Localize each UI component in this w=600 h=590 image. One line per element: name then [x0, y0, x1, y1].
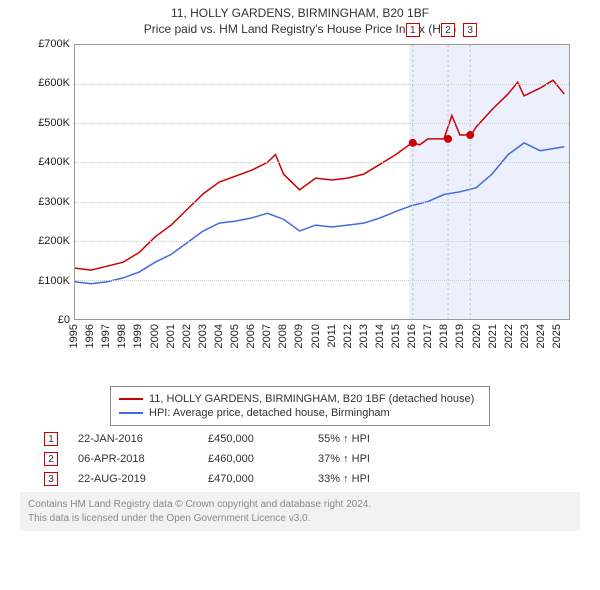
x-tick-label: 2024	[535, 324, 547, 348]
x-tick-label: 2013	[358, 324, 370, 348]
x-tick-label: 1996	[84, 324, 96, 348]
x-tick-label: 2008	[277, 324, 289, 348]
x-tick-label: 2017	[422, 324, 434, 348]
footer-license: Contains HM Land Registry data © Crown c…	[20, 492, 580, 531]
y-tick-label: £700K	[38, 38, 70, 50]
event-diff: 33% ↑ HPI	[318, 473, 370, 485]
event-row: 3 22-AUG-2019 £470,000 33% ↑ HPI	[40, 472, 560, 486]
event-date: 06-APR-2018	[78, 453, 188, 465]
legend: 11, HOLLY GARDENS, BIRMINGHAM, B20 1BF (…	[110, 386, 490, 426]
chart-title: 11, HOLLY GARDENS, BIRMINGHAM, B20 1BF P…	[0, 6, 600, 36]
series-hpi	[75, 143, 564, 284]
y-tick-label: £100K	[38, 275, 70, 287]
price-point	[444, 135, 452, 143]
x-tick-label: 2006	[245, 324, 257, 348]
event-price: £470,000	[208, 473, 298, 485]
y-tick-label: £400K	[38, 156, 70, 168]
x-tick-label: 2015	[390, 324, 402, 348]
x-tick-label: 2016	[406, 324, 418, 348]
chart: £0£100K£200K£300K£400K£500K£600K£700K 12…	[20, 40, 580, 380]
y-tick-label: £300K	[38, 196, 70, 208]
legend-label: HPI: Average price, detached house, Birm…	[149, 407, 390, 419]
y-tick-label: £600K	[38, 77, 70, 89]
price-point	[466, 131, 474, 139]
event-date: 22-AUG-2019	[78, 473, 188, 485]
x-tick-label: 2010	[310, 324, 322, 348]
x-tick-label: 2021	[487, 324, 499, 348]
legend-item: HPI: Average price, detached house, Birm…	[119, 407, 481, 419]
event-date: 22-JAN-2016	[78, 433, 188, 445]
x-tick-label: 2004	[213, 324, 225, 348]
x-tick-label: 2022	[503, 324, 515, 348]
event-number: 2	[44, 452, 58, 466]
event-diff: 55% ↑ HPI	[318, 433, 370, 445]
x-axis: 1995199619971998199920002001200220032004…	[74, 320, 570, 380]
y-tick-label: £200K	[38, 235, 70, 247]
event-table: 1 22-JAN-2016 £450,000 55% ↑ HPI 2 06-APR-201…	[40, 432, 560, 486]
x-tick-label: 2018	[438, 324, 450, 348]
event-price: £450,000	[208, 433, 298, 445]
x-tick-label: 2023	[519, 324, 531, 348]
title-line-2: Price paid vs. HM Land Registry's House …	[0, 22, 600, 36]
y-axis: £0£100K£200K£300K£400K£500K£600K£700K	[20, 44, 74, 320]
y-tick-label: £500K	[38, 117, 70, 129]
x-tick-label: 2003	[197, 324, 209, 348]
event-marker-1: 1	[406, 23, 420, 37]
event-number: 3	[44, 472, 58, 486]
x-tick-label: 2019	[454, 324, 466, 348]
x-tick-label: 2009	[293, 324, 305, 348]
event-row: 2 06-APR-2018 £460,000 37% ↑ HPI	[40, 452, 560, 466]
footer-line-2: This data is licensed under the Open Gov…	[28, 512, 572, 526]
legend-item: 11, HOLLY GARDENS, BIRMINGHAM, B20 1BF (…	[119, 393, 481, 405]
x-tick-label: 1999	[132, 324, 144, 348]
legend-swatch	[119, 398, 143, 400]
x-tick-label: 2020	[471, 324, 483, 348]
x-tick-label: 2002	[181, 324, 193, 348]
event-row: 1 22-JAN-2016 £450,000 55% ↑ HPI	[40, 432, 560, 446]
x-tick-label: 2014	[374, 324, 386, 348]
x-tick-label: 2000	[149, 324, 161, 348]
x-tick-label: 2007	[261, 324, 273, 348]
page: 11, HOLLY GARDENS, BIRMINGHAM, B20 1BF P…	[0, 0, 600, 531]
x-tick-label: 2011	[326, 324, 338, 348]
x-tick-label: 1995	[68, 324, 80, 348]
title-line-1: 11, HOLLY GARDENS, BIRMINGHAM, B20 1BF	[0, 6, 600, 20]
event-price: £460,000	[208, 453, 298, 465]
footer-line-1: Contains HM Land Registry data © Crown c…	[28, 498, 572, 512]
chart-lines	[75, 45, 569, 319]
x-tick-label: 2001	[165, 324, 177, 348]
legend-swatch	[119, 412, 143, 414]
event-marker-3: 3	[463, 23, 477, 37]
price-point	[409, 139, 417, 147]
event-number: 1	[44, 432, 58, 446]
x-tick-label: 1997	[100, 324, 112, 348]
legend-label: 11, HOLLY GARDENS, BIRMINGHAM, B20 1BF (…	[149, 393, 474, 405]
x-tick-label: 2012	[342, 324, 354, 348]
x-tick-label: 2005	[229, 324, 241, 348]
x-tick-label: 2025	[551, 324, 563, 348]
event-diff: 37% ↑ HPI	[318, 453, 370, 465]
plot-area: 123	[74, 44, 570, 320]
x-tick-label: 1998	[116, 324, 128, 348]
event-marker-2: 2	[441, 23, 455, 37]
